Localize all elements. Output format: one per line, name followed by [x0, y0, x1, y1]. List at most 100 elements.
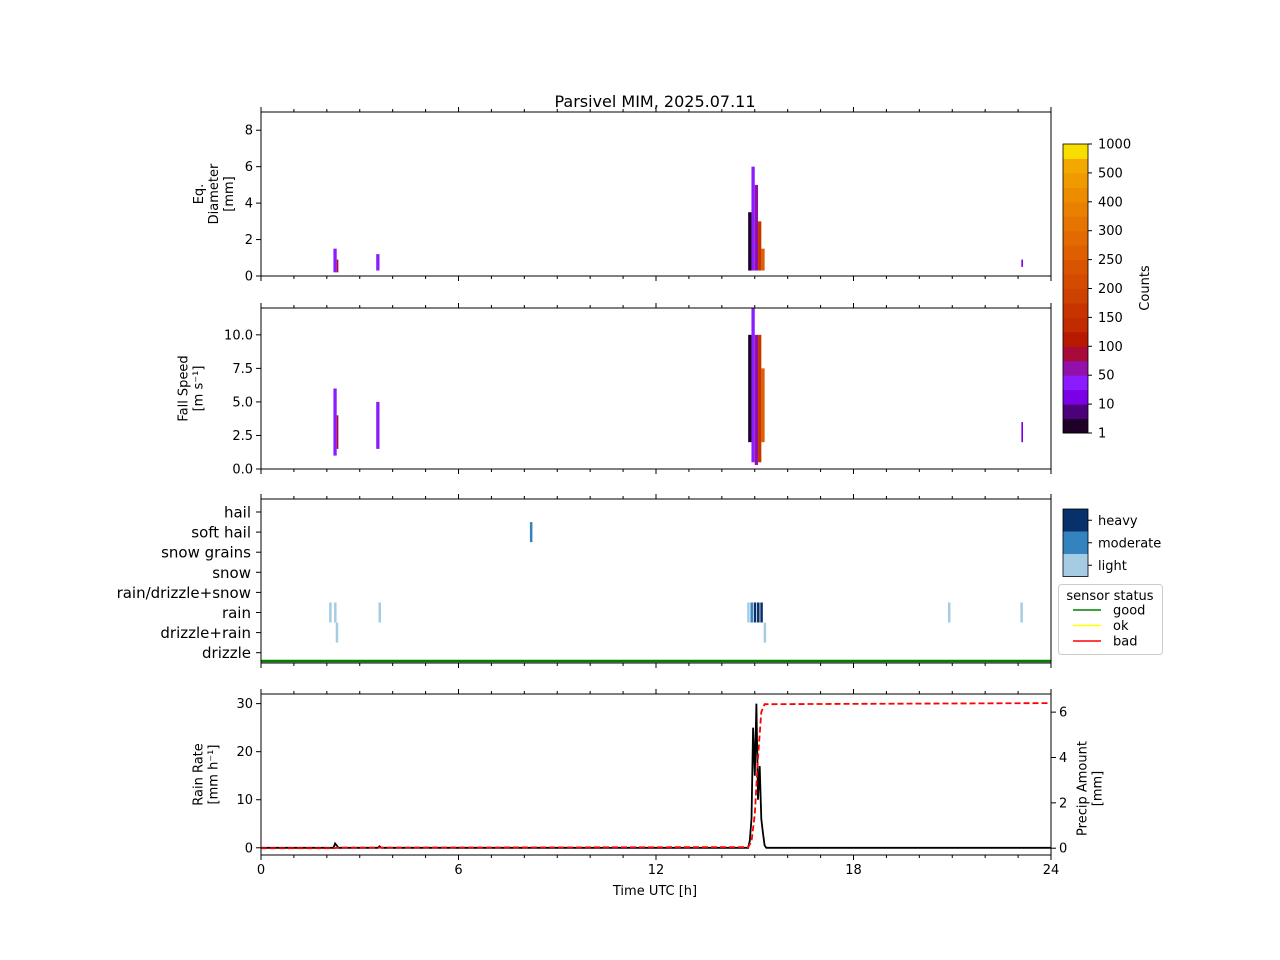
precip-event-mark — [378, 602, 381, 623]
colorbar-segment — [1063, 302, 1088, 318]
heatmap-cell — [758, 221, 762, 271]
heatmap-cell — [333, 388, 337, 456]
colorbar-segment — [1063, 172, 1088, 188]
colorbar-segment — [1063, 274, 1088, 289]
intensity-label: heavy — [1098, 514, 1138, 529]
x-tick-label: 6 — [454, 863, 462, 878]
colorbar-segment — [1063, 331, 1088, 347]
precip-event-mark — [747, 602, 750, 623]
y-tick-label: 7.5 — [232, 362, 253, 377]
y-axis-label-line: Diameter — [207, 163, 222, 224]
intensity-label: moderate — [1098, 537, 1161, 552]
category-label: soft hail — [191, 524, 251, 542]
y-axis-label: Rain Rate[mm h⁻¹] — [192, 743, 222, 806]
heatmap-cell — [751, 166, 755, 271]
heatmap-cell — [336, 259, 339, 273]
y-tick-label: 6 — [245, 160, 253, 175]
y-tick-label: 8 — [245, 124, 253, 139]
y-tick-label: 0 — [245, 270, 253, 285]
colorbar-segment — [1063, 144, 1088, 159]
intensity-swatch — [1063, 531, 1088, 554]
heatmap-cell — [754, 334, 759, 465]
colorbar-tick-label: 10 — [1098, 398, 1115, 413]
heatmap-cell — [1021, 259, 1024, 267]
heatmap-cell — [754, 184, 759, 271]
y-tick-label: 2.5 — [232, 429, 253, 444]
chart-title: Parsivel MIM, 2025.07.11 — [554, 92, 755, 111]
colorbar-segment — [1063, 288, 1088, 304]
heatmap-cell — [336, 415, 339, 449]
category-label: snow — [212, 564, 251, 582]
y-axis-label-line: Eq. — [192, 184, 207, 205]
y-axis-label-line: Rain Rate — [192, 743, 207, 806]
y-tick-label: 30 — [236, 697, 253, 712]
precip-event-mark — [757, 602, 760, 623]
precip-event-mark — [753, 602, 757, 623]
y-axis-label-line: [mm] — [222, 176, 237, 211]
heatmap-cell — [761, 248, 765, 271]
y-axis-label-line: [mm h⁻¹] — [207, 745, 222, 805]
y2-axis-label-line: [mm] — [1091, 771, 1106, 806]
colorbar-tick-label: 50 — [1098, 369, 1115, 384]
category-label: snow grains — [161, 544, 251, 562]
y-tick-label: 0 — [245, 841, 253, 856]
y-tick-label: 2 — [245, 233, 253, 248]
precip-event-mark — [760, 602, 763, 623]
rain-rate-line — [261, 703, 1051, 849]
counts-colorbar: 1 10 50 100 150 200 250 300 400 500 1000 Counts — [1062, 138, 1153, 442]
y-tick-label: 20 — [236, 745, 253, 760]
heatmap-cell — [751, 308, 755, 463]
diameter-panel: 0 2 4 6 8 Eq.Diameter[mm] — [192, 107, 1052, 285]
precip-amount-line — [261, 702, 1052, 850]
colorbar-segment — [1063, 317, 1088, 333]
y2-axis-label-line: Precip Amount — [1076, 741, 1091, 836]
category-label: rain — [222, 604, 251, 622]
x-tick-label: 0 — [257, 863, 265, 878]
legend-label-ok: ok — [1113, 619, 1129, 634]
y-tick-label: 10.0 — [224, 328, 253, 343]
x-tick-label: 12 — [648, 863, 665, 878]
legend-label-good: good — [1113, 604, 1145, 619]
x-axis-label: Time UTC [h] — [612, 884, 697, 899]
category-label: rain/drizzle+snow — [117, 584, 251, 602]
x-tick-label: 24 — [1043, 863, 1060, 878]
heatmap-cell — [758, 334, 762, 463]
category-label: drizzle — [202, 644, 251, 662]
intensity-label: light — [1098, 559, 1127, 574]
heatmap-cell — [761, 368, 765, 443]
colorbar-tick-label: 500 — [1098, 166, 1123, 181]
colorbar-segment — [1063, 404, 1088, 420]
colorbar-tick-label: 1000 — [1098, 138, 1131, 153]
colorbar-tick-label: 200 — [1098, 282, 1123, 297]
intensity-legend: heavy moderate light — [1062, 508, 1161, 577]
y2-tick-label: 4 — [1059, 751, 1067, 766]
precip-event-mark — [335, 622, 339, 643]
heatmap-cell — [1021, 422, 1024, 443]
legend-label-bad: bad — [1113, 635, 1137, 650]
colorbar-tick-label: 150 — [1098, 311, 1123, 326]
precip-event-mark — [529, 522, 533, 543]
precip-event-mark — [947, 602, 951, 623]
y2-tick-label: 6 — [1059, 706, 1067, 721]
heatmap-cell — [333, 248, 337, 273]
colorbar-tick-label: 250 — [1098, 253, 1123, 268]
y-tick-label: 10 — [236, 793, 253, 808]
y-axis-label-line: [m s⁻¹] — [192, 366, 207, 412]
colorbar-tick-label: 300 — [1098, 224, 1123, 239]
panel-frame — [260, 498, 1052, 664]
colorbar-segment — [1063, 346, 1088, 362]
precip-event-mark — [329, 602, 332, 623]
colorbar-segment — [1063, 389, 1088, 405]
colorbar-segment — [1063, 245, 1088, 261]
colorbar-segment — [1063, 216, 1088, 232]
colorbar-tick-label: 1 — [1098, 427, 1106, 442]
intensity-swatch — [1063, 554, 1088, 577]
y2-tick-label: 2 — [1059, 796, 1067, 811]
colorbar-segment — [1063, 187, 1088, 203]
precip-event-mark — [1020, 602, 1023, 623]
colorbar-segment — [1063, 201, 1088, 217]
y-tick-label: 0.0 — [232, 463, 253, 478]
